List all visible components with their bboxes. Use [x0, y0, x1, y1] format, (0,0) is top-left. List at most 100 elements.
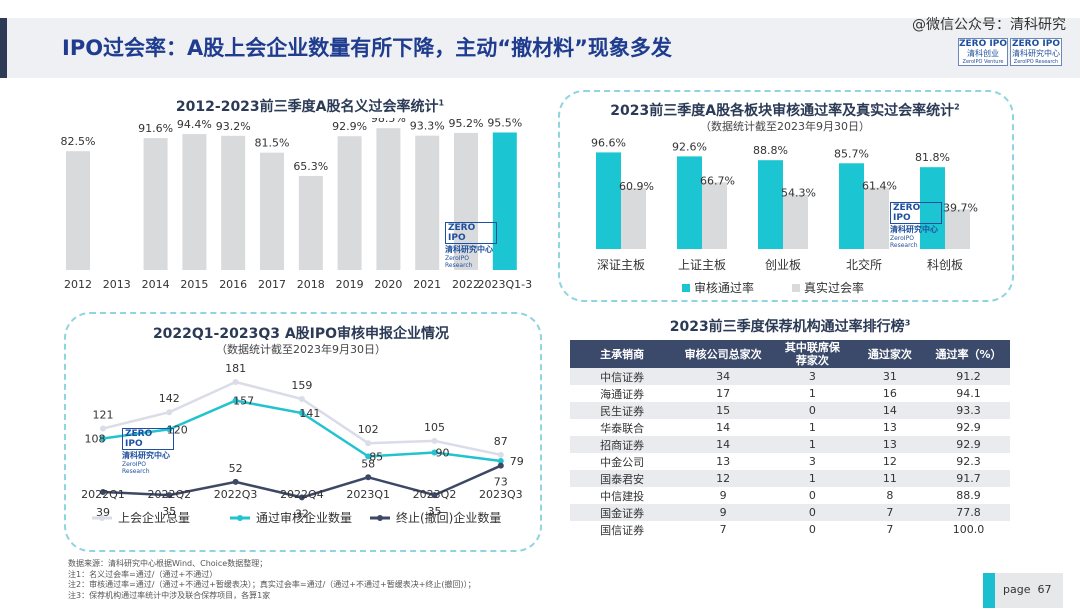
point-label-终止(撤回)企业数量-2022Q4: 32 — [295, 507, 309, 520]
bar-2020 — [376, 128, 401, 270]
bar-label-真实过会率-深证主板: 60.9% — [619, 180, 654, 193]
point-上会企业总量-2023Q2 — [431, 437, 438, 444]
table-cell: 中信建投 — [600, 489, 645, 503]
bar-2017 — [260, 152, 284, 270]
page-number-accent — [983, 573, 995, 608]
table-cell: 1 — [808, 387, 816, 400]
table-cell: 0 — [772, 504, 853, 521]
chart2-title: 2023前三季度A股各板块审核通过率及真实过会率统计2 — [570, 100, 1000, 120]
table-cell: 中金公司 — [600, 455, 645, 469]
point-通过审核企业数量-2023Q1 — [365, 453, 372, 460]
bar-真实过会率-科创板 — [945, 209, 970, 249]
bar-审核通过率-北交所 — [839, 163, 864, 249]
legend-dot-终止(撤回)企业数量 — [377, 515, 383, 521]
table-cell: 国泰君安 — [570, 470, 675, 487]
logo2-en: ZeroIPO Research — [1013, 59, 1059, 65]
bar-2021 — [415, 135, 440, 270]
point-上会企业总量-2022Q3 — [232, 379, 239, 385]
bar-审核通过率-上证主板 — [677, 156, 702, 249]
logo-brand: ZERO IPO — [959, 39, 1007, 49]
point-通过审核企业数量-2022Q2 — [166, 426, 173, 433]
bar-真实过会率-创业板 — [783, 194, 808, 249]
table-cell: 7 — [719, 523, 727, 536]
ranking-table: 主承销商 审核公司总家次 其中联席保荐家次 通过家次 通过率（%） 中信证券 34 3 31 9… — [570, 340, 1010, 538]
legend-label-终止(撤回)企业数量: 终止(撤回)企业数量 — [396, 510, 501, 525]
footnotes: 数据来源：清科研究中心根据Wind、Choice数据整理； 注1：名义过会率=通… — [68, 559, 476, 601]
footnote-2: 注2：审核通过率=通过/（通过+不通过+暂缓表决）；真实过会率=通过/（通过+不… — [68, 580, 476, 589]
chart3-subtitle: （数据统计截至2023年9月30日） — [216, 343, 386, 356]
x-tick-2018: 2018 — [297, 278, 325, 291]
table-cell: 14 — [716, 421, 731, 434]
chart1-watermark-logo: ZERO IPO 清科研究中心 ZeroIPO Research — [445, 222, 497, 269]
x-tick-创业板: 创业板 — [765, 258, 801, 272]
table-cell: 3 — [772, 368, 853, 385]
bar-label-2015: 94.4% — [177, 118, 212, 131]
page-number-value: 67 — [1037, 583, 1052, 596]
point-label-终止(撤回)企业数量-2022Q3: 52 — [229, 462, 243, 475]
table-cell: 0 — [808, 489, 816, 502]
table-cell: 91.2 — [927, 368, 1010, 385]
wm3-en: ZeroIPO Research — [122, 461, 150, 475]
x-tick-2022Q2: 2022Q2 — [147, 488, 191, 501]
header-band — [7, 18, 1080, 78]
x-tick-北交所: 北交所 — [846, 257, 882, 272]
bar-2014 — [143, 138, 168, 270]
table-cell: 34 — [674, 368, 773, 385]
point-通过审核企业数量-2022Q1 — [100, 435, 106, 442]
bar-真实过会率-北交所 — [864, 187, 889, 249]
table-row: 中信证券 34 3 31 91.2 — [570, 368, 1010, 385]
bar-2019 — [337, 136, 362, 270]
point-label-终止(撤回)企业数量-2023Q3: 73 — [494, 476, 508, 489]
point-label-通过审核企业数量-2022Q2: 120 — [167, 423, 188, 436]
chart2-grouped-bar-chart: 96.6% 60.9% 深证主板 92.6% 66.7% 上证主板 88.8% 54.3% 创业… — [591, 136, 978, 295]
table-title: 2023前三季度保荐机构通过率排行榜3 — [570, 316, 1010, 336]
page-title: IPO过会率：A股上会企业数量有所下降，主动“撤材料”现象多发 — [62, 36, 672, 60]
point-label-上会企业总量-2022Q2: 142 — [159, 392, 180, 405]
bar-审核通过率-深证主板 — [596, 152, 621, 249]
point-label-上会企业总量-2023Q3: 87 — [494, 435, 508, 448]
bar-label-真实过会率-上证主板: 66.7% — [700, 174, 735, 187]
point-label-通过审核企业数量-2023Q2: 90 — [436, 446, 450, 459]
bar-2023Q1-3 — [492, 132, 517, 270]
x-tick-2023Q1-3: 2023Q1-3 — [477, 278, 532, 291]
table-cell: 1 — [808, 421, 816, 434]
bar-2015 — [182, 134, 207, 270]
table-row: 招商证券 14 1 13 92.9 — [570, 436, 1010, 453]
table-header-1: 审核公司总家次 — [674, 340, 773, 368]
footnote-3: 注3：保荐机构通过率统计中涉及联合保荐项目，各算1家 — [68, 590, 271, 600]
table-header-3: 通过家次 — [852, 340, 928, 368]
table-cell: 民生证券 — [570, 402, 675, 419]
chart2-title-text: 2023前三季度A股各板块审核通过率及真实过会率统计 — [610, 103, 955, 119]
bar-label-真实过会率-科创板: 39.7% — [943, 201, 978, 214]
logo2-brand: ZERO IPO — [1012, 39, 1060, 49]
point-终止(撤回)企业数量-2022Q1 — [100, 489, 106, 495]
page-number: page 67 — [1003, 583, 1051, 596]
table-cell: 11 — [852, 470, 928, 487]
table-cell: 94.1 — [956, 387, 981, 400]
point-上会企业总量-2023Q3 — [497, 451, 504, 458]
point-终止(撤回)企业数量-2023Q2 — [431, 492, 438, 499]
table-cell: 7 — [886, 523, 894, 536]
table-cell: 13 — [852, 436, 928, 453]
point-上会企业总量-2023Q1 — [365, 440, 372, 447]
table-cell: 0 — [772, 402, 853, 419]
bar-label-审核通过率-科创板: 81.8% — [915, 151, 950, 164]
table-cell: 16 — [882, 387, 897, 400]
bar-真实过会率-上证主板 — [702, 182, 727, 249]
table-cell: 9 — [674, 504, 773, 521]
table-header-row: 主承销商 审核公司总家次 其中联席保荐家次 通过家次 通过率（%） — [570, 340, 1010, 368]
x-tick-2023Q1: 2023Q1 — [346, 488, 390, 501]
table-cell: 92.9 — [956, 421, 981, 434]
chart1-title-text: 2012-2023前三季度A股名义过会率统计 — [175, 99, 439, 115]
x-tick-2019: 2019 — [336, 278, 364, 291]
table-cell: 91.7 — [927, 470, 1010, 487]
x-tick-2023Q2: 2023Q2 — [413, 488, 457, 501]
point-label-上会企业总量-2022Q4: 159 — [291, 379, 312, 392]
table-cell: 17 — [716, 387, 731, 400]
chart1-title: 2012-2023前三季度A股名义过会率统计1 — [70, 96, 550, 116]
table-cell: 13 — [882, 421, 897, 434]
x-tick-2012: 2012 — [64, 278, 92, 291]
legend-swatch-真实过会率 — [792, 284, 800, 292]
point-上会企业总量-2022Q2 — [166, 409, 173, 416]
table-cell: 31 — [852, 368, 928, 385]
